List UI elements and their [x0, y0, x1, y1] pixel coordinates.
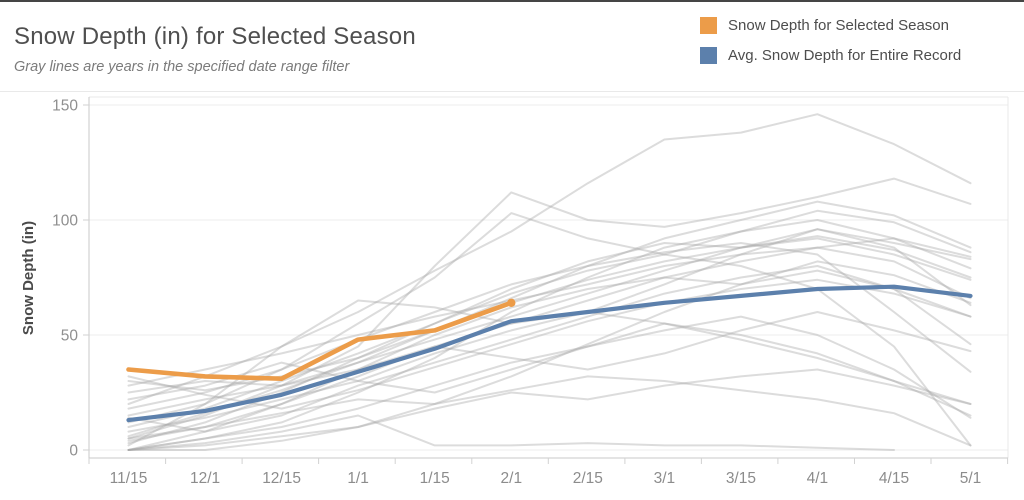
header-divider [0, 91, 1024, 92]
legend-swatch-selected-season-icon [700, 16, 717, 34]
year-line[interactable] [127, 246, 972, 387]
chart-subtitle: Gray lines are years in the specified da… [14, 59, 350, 75]
color-legend: Snow Depth for Selected Season Avg. Snow… [700, 16, 961, 76]
y-tick-label: 50 [61, 328, 79, 345]
x-tick-label: 2/15 [573, 470, 603, 487]
year-line[interactable] [127, 315, 972, 451]
legend-item-selected-season[interactable]: Snow Depth for Selected Season [700, 16, 961, 34]
y-axis-title: Snow Depth (in) [20, 221, 37, 335]
year-line[interactable] [127, 311, 972, 433]
year-line[interactable] [127, 260, 972, 451]
legend-label-selected-season: Snow Depth for Selected Season [728, 16, 949, 34]
x-tick-label: 4/1 [807, 470, 829, 487]
x-tick-label: 11/15 [110, 470, 148, 487]
year-line[interactable] [127, 177, 972, 440]
year-line[interactable] [127, 237, 972, 428]
legend-swatch-avg-record-icon [700, 46, 717, 64]
year-line[interactable] [127, 237, 972, 394]
avg-record-line[interactable] [126, 284, 973, 423]
year-line[interactable] [127, 113, 972, 405]
year-line[interactable] [127, 219, 972, 451]
selected-season-line[interactable] [126, 300, 514, 382]
year-line[interactable] [127, 322, 972, 417]
x-tick-label: 1/15 [420, 470, 450, 487]
year-line[interactable] [127, 368, 972, 451]
y-tick-label: 100 [52, 213, 78, 230]
year-line[interactable] [127, 278, 972, 410]
x-tick-label: 3/15 [726, 470, 756, 487]
x-tick-label: 1/1 [347, 470, 369, 487]
x-tick-label: 5/1 [960, 470, 982, 487]
year-line[interactable] [127, 375, 972, 447]
x-tick-label: 3/1 [654, 470, 676, 487]
legend-label-avg-record: Avg. Snow Depth for Entire Record [728, 46, 962, 64]
year-line[interactable] [127, 311, 972, 433]
y-tick-label: 0 [69, 443, 78, 460]
year-line[interactable] [127, 228, 972, 417]
chart-title: Snow Depth (in) for Selected Season [14, 23, 416, 50]
x-tick-label: 12/1 [190, 470, 220, 487]
year-line[interactable] [127, 209, 972, 410]
x-tick-label: 12/15 [262, 470, 301, 487]
x-tick-label: 2/1 [501, 470, 523, 487]
year-line[interactable] [127, 269, 972, 440]
x-tick-label: 4/15 [879, 470, 909, 487]
selected-season-endpoint-marker[interactable] [507, 298, 516, 307]
year-line[interactable] [127, 265, 972, 451]
window-top-border [0, 0, 1024, 2]
year-line[interactable] [127, 414, 895, 451]
year-line[interactable] [127, 200, 972, 438]
y-tick-label: 150 [52, 98, 78, 115]
legend-item-avg-record[interactable]: Avg. Snow Depth for Entire Record [700, 46, 961, 64]
year-line[interactable] [127, 242, 972, 424]
